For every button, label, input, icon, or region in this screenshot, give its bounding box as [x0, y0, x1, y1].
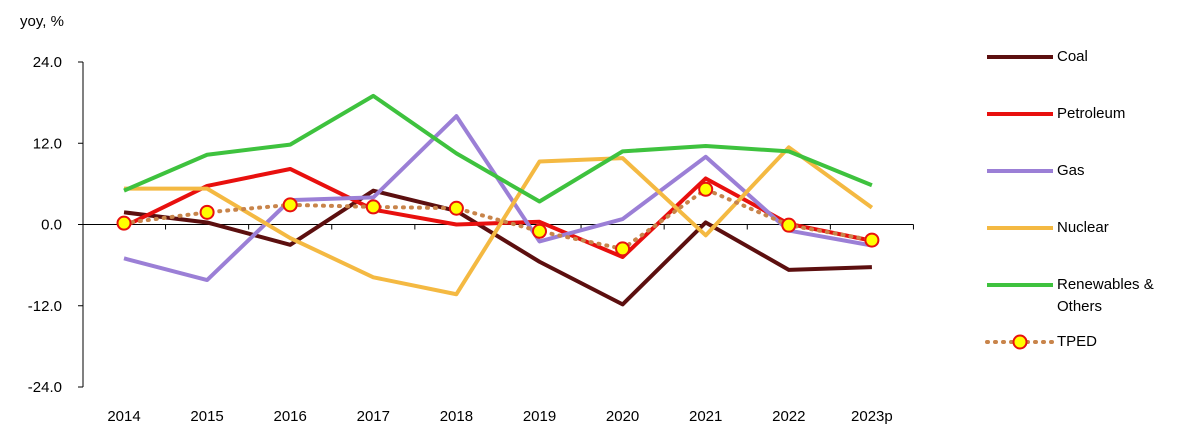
x-tick-label: 2023p — [851, 408, 893, 425]
legend-item-nuclear: Nuclear — [985, 217, 1187, 239]
tped-marker — [864, 232, 880, 248]
axes: 24.0 12.0 0.0 -12.0 -24.0 2014 2015 2016 2017 201… — [28, 54, 914, 425]
series-line-petroleum — [123, 166, 873, 259]
legend-item-coal: Coal — [985, 46, 1187, 68]
legend-label-renewables-others: Renewables & Others — [1057, 274, 1187, 318]
series-line-nuclear — [124, 145, 874, 297]
line-chart: 24.0 12.0 0.0 -12.0 -24.0 2014 2015 2016 2017 201… — [28, 54, 914, 425]
x-tick-label: 2016 — [274, 408, 307, 425]
tped-marker — [365, 199, 381, 215]
legend-swatch-renewables-others — [987, 283, 1053, 287]
legend-label-line: Renewables & — [1057, 276, 1154, 293]
legend-marker — [1012, 334, 1028, 350]
legend-item-gas: Gas — [985, 160, 1187, 182]
legend-label-coal: Coal — [1057, 48, 1088, 65]
x-tick-label: 2020 — [606, 408, 639, 425]
series-line-coal — [123, 188, 872, 307]
tped-marker — [781, 217, 797, 233]
legend-label-tped: TPED — [1057, 333, 1098, 350]
y-tick-label: 24.0 — [33, 54, 62, 71]
legend-item-petroleum: Petroleum — [985, 103, 1187, 125]
legend-swatch-gas — [987, 169, 1053, 173]
series-line-tped — [122, 187, 874, 251]
x-tick-label: 2019 — [523, 408, 556, 425]
y-tick-label: -12.0 — [28, 298, 62, 315]
y-tick-label: 0.0 — [41, 217, 62, 234]
legend-label-nuclear: Nuclear — [1057, 219, 1109, 236]
x-tick-label: 2014 — [107, 408, 140, 425]
legend-swatch-tped — [985, 334, 1055, 350]
legend-label-petroleum: Petroleum — [1057, 105, 1126, 122]
legend-label-line: Others — [1057, 298, 1103, 315]
legend-swatch-nuclear — [987, 226, 1053, 230]
tped-marker — [532, 223, 547, 239]
tped-marker — [199, 204, 215, 220]
x-tick-label: 2018 — [440, 408, 473, 425]
legend: Coal Petroleum Gas Nuclear Renewables & Other… — [985, 0, 1199, 440]
tped-marker — [448, 200, 464, 216]
tped-marker — [615, 241, 631, 257]
y-axis-unit-label: yoy, % — [20, 13, 64, 30]
x-tick-label: 2017 — [357, 408, 390, 425]
series-line-renewables-others — [123, 93, 873, 204]
tped-marker — [282, 197, 298, 213]
x-tick-label: 2021 — [689, 408, 722, 425]
y-tick-label: -24.0 — [28, 379, 62, 396]
x-tick-label: 2022 — [772, 408, 805, 425]
legend-swatch-petroleum — [987, 112, 1053, 116]
legend-label-gas: Gas — [1057, 162, 1085, 179]
series-layer — [116, 93, 880, 307]
tped-marker — [698, 181, 714, 197]
legend-item-tped: TPED — [985, 331, 1187, 353]
x-tick-label: 2015 — [190, 408, 223, 425]
legend-item-renewables-others: Renewables & Others — [985, 274, 1187, 318]
tped-marker — [116, 215, 132, 231]
y-tick-label: 12.0 — [33, 135, 62, 152]
legend-swatch-coal — [987, 55, 1053, 59]
